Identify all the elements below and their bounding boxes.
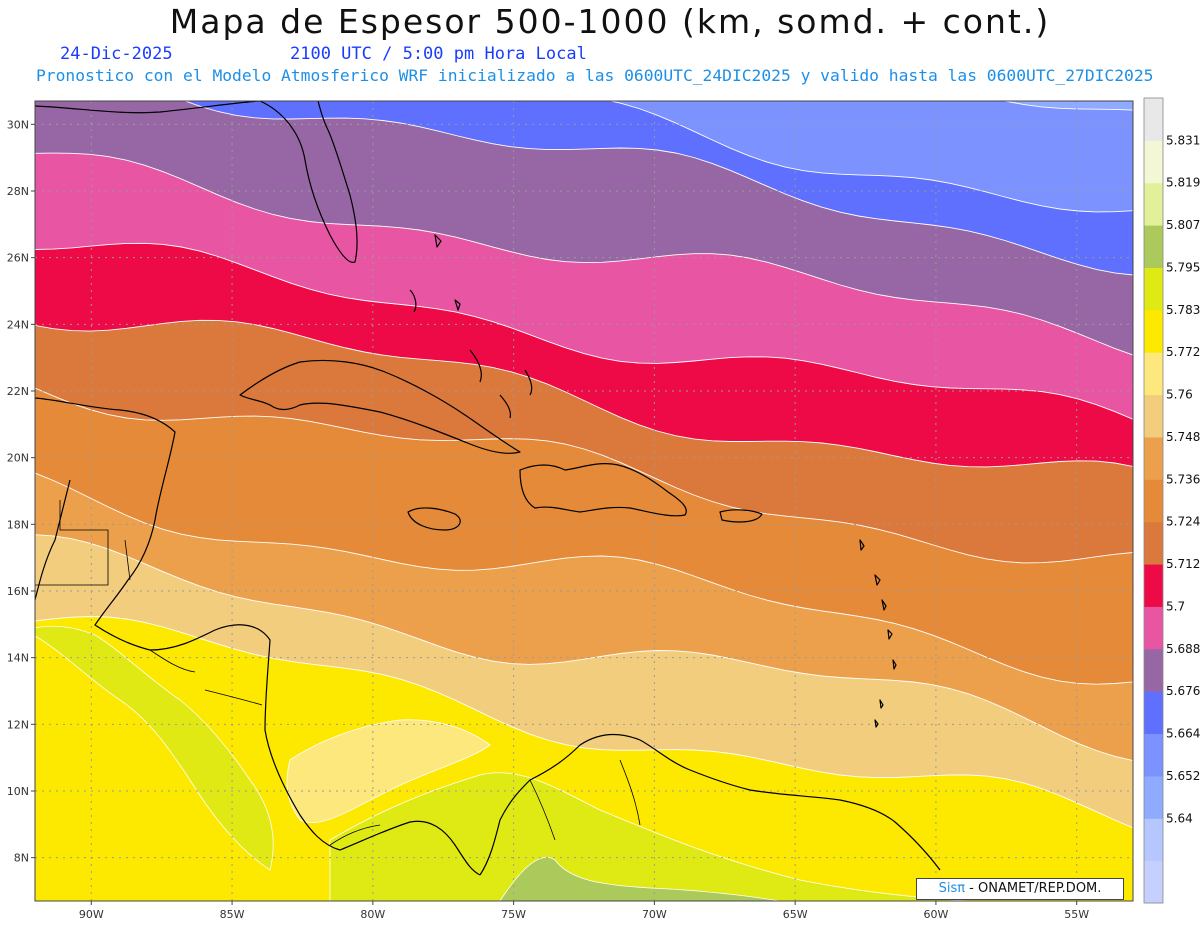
colorbar-swatch <box>1144 436 1163 480</box>
colorbar-swatch <box>1144 309 1163 353</box>
coastline-lesser-antilles <box>859 539 897 728</box>
axis-layer: 90W 85W 80W 75W 70W 65W 60W 55W 8N 10N 12N 14N 16N 18… <box>7 118 1089 921</box>
colorbar-swatch <box>1144 606 1163 650</box>
coastline-central-america <box>35 397 481 876</box>
colorbar-label: 5.772 <box>1166 345 1200 359</box>
field-patch-green <box>35 625 274 871</box>
lat-tick-label: 24N <box>7 318 29 331</box>
lon-tick-label: 85W <box>220 908 245 921</box>
coastline-south-america <box>479 734 941 876</box>
field-patch-olive <box>499 857 781 901</box>
lat-tick-label: 16N <box>7 585 29 598</box>
colorbar-label: 5.712 <box>1166 557 1200 571</box>
credit-org: ONAMET/REP.DOM. <box>978 881 1102 896</box>
border-lines <box>35 500 641 846</box>
field-band-5.64 <box>1002 101 1133 111</box>
colorbar-swatch <box>1144 98 1163 141</box>
colorbar-label: 5.64 <box>1166 811 1193 825</box>
coastline-puerto-rico <box>719 509 763 523</box>
colorbar-swatch <box>1144 733 1163 777</box>
lat-tick-label: 26N <box>7 252 29 265</box>
lon-tick-label: 90W <box>79 908 104 921</box>
colorbar-label: 5.664 <box>1166 727 1200 741</box>
lon-tick-label: 70W <box>642 908 667 921</box>
colorbar-swatch <box>1144 182 1163 226</box>
lon-tick-label: 60W <box>923 908 948 921</box>
colorbar-label: 5.807 <box>1166 218 1200 232</box>
map-title: Mapa de Espesor 500-1000 (km, somd. + co… <box>169 2 1051 41</box>
coastline-mexico <box>35 479 71 601</box>
field-patch-light <box>286 719 491 824</box>
coastline-cuba <box>239 359 521 454</box>
model-info: Pronostico con el Modelo Atmosferico WRF… <box>36 66 1154 85</box>
colorbar-swatch <box>1144 860 1163 904</box>
colorbar: 5.64 5.652 5.664 5.676 5.688 5.7 5.712 5.724 5.7… <box>1143 97 1200 904</box>
coastline-jamaica <box>407 507 461 531</box>
colorbar-swatch <box>1144 394 1163 438</box>
colorbar-label: 5.688 <box>1166 642 1200 656</box>
lat-tick-label: 30N <box>7 118 29 131</box>
credit-separator: - <box>965 881 979 896</box>
lon-tick-label: 80W <box>360 908 385 921</box>
colorbar-frame <box>1143 97 1164 904</box>
colorbar-swatch <box>1144 818 1163 862</box>
colorbar-swatch <box>1144 521 1163 565</box>
colorbar-label: 5.76 <box>1166 388 1193 402</box>
colorbar-label: 5.7 <box>1166 599 1185 613</box>
colorbar-swatch <box>1144 225 1163 268</box>
lat-tick-label: 18N <box>7 518 29 531</box>
colorbar-swatch <box>1144 648 1163 692</box>
forecast-date: 24-Dic-2025 <box>60 44 173 64</box>
field-layer <box>30 0 1138 829</box>
coastline-hispaniola <box>519 463 687 517</box>
forecast-time: 2100 UTC / 5:00 pm Hora Local <box>290 44 587 64</box>
coastlines <box>35 101 941 876</box>
colorbar-label: 5.652 <box>1166 769 1200 783</box>
grid-layer <box>35 101 1133 901</box>
colorbar-swatch <box>1144 267 1163 311</box>
colorbar-label: 5.783 <box>1166 303 1200 317</box>
field-band-5.628 <box>30 0 1138 96</box>
lat-tick-label: 28N <box>7 185 29 198</box>
colorbar-label: 5.736 <box>1166 472 1200 486</box>
lat-tick-label: 14N <box>7 652 29 665</box>
colorbar-label: 5.795 <box>1166 261 1200 275</box>
credit-box: Sisπ - ONAMET/REP.DOM. <box>916 878 1124 900</box>
colorbar-swatch <box>1144 691 1163 735</box>
colorbar-swatch <box>1144 352 1163 396</box>
field-patch-green <box>329 772 977 901</box>
colorbar-label: 5.676 <box>1166 684 1200 698</box>
lat-tick-label: 10N <box>7 785 29 798</box>
lon-tick-label: 65W <box>783 908 808 921</box>
colorbar-label: 5.831 <box>1166 133 1200 147</box>
lon-tick-label: 55W <box>1064 908 1089 921</box>
colorbar-label: 5.748 <box>1166 430 1200 444</box>
colorbar-swatch <box>1144 479 1163 523</box>
map-area <box>30 0 1138 901</box>
lat-tick-label: 22N <box>7 385 29 398</box>
lat-tick-label: 12N <box>7 718 29 731</box>
lat-tick-label: 8N <box>14 852 29 865</box>
coastline-florida <box>35 101 358 263</box>
credit-brand: Sisπ <box>938 881 966 896</box>
coastline-bahamas <box>409 234 533 419</box>
colorbar-label: 5.819 <box>1166 176 1200 190</box>
colorbar-swatch <box>1144 140 1163 184</box>
colorbar-label: 5.724 <box>1166 515 1200 529</box>
map-frame <box>34 100 1134 902</box>
colorbar-swatch <box>1144 564 1163 607</box>
lon-tick-label: 75W <box>501 908 526 921</box>
colorbar-swatch <box>1144 775 1163 819</box>
lat-tick-label: 20N <box>7 452 29 465</box>
